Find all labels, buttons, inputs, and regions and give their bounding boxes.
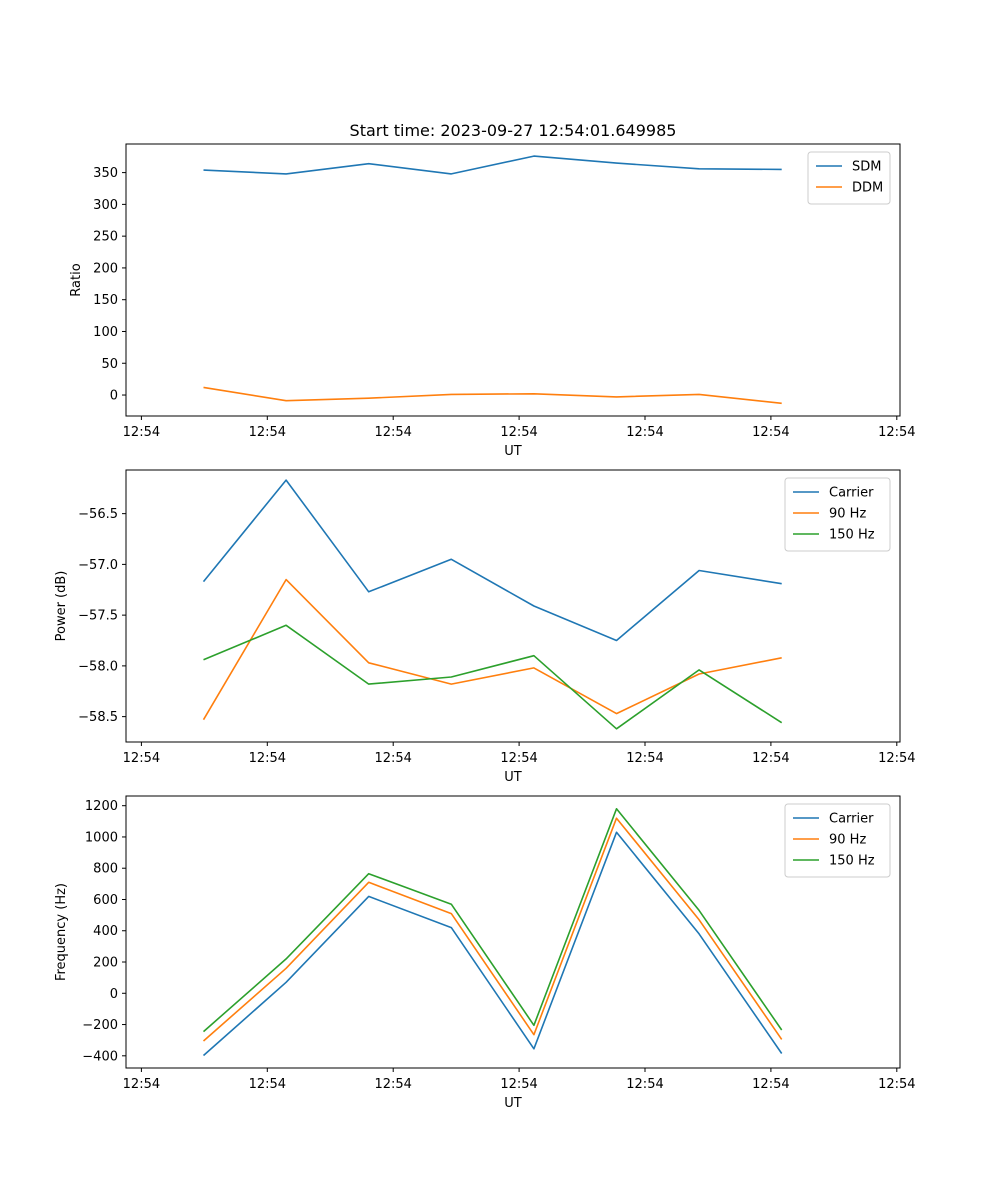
axes-frame [125,795,901,1069]
x-tick-label: 12:54 [878,751,915,766]
y-tick-label: −200 [82,1018,118,1033]
x-tick-label: 12:54 [123,1077,160,1092]
y-tick-label: 50 [101,357,118,372]
series-line-sdm [203,155,782,175]
legend-label: SDM [852,160,881,175]
x-tick-label: 12:54 [626,751,663,766]
legend: Carrier 90 Hz 150 Hz [784,803,891,878]
x-tick-label: 12:54 [878,425,915,440]
y-tick-label: 150 [93,293,118,308]
x-tick-label: 12:54 [500,425,537,440]
x-tick-label: 12:54 [249,751,286,766]
legend-label: 150 Hz [829,854,875,869]
plot-3: −400 −200 0 200 400 600 800 1000 1200 12:54 12:54 1… [54,795,916,1111]
y-tick-label: 800 [93,862,118,877]
y-tick-label: −57.5 [78,609,118,624]
series-line-ddm [203,386,782,405]
y-tick-label: 1000 [85,830,118,845]
legend: Carrier 90 Hz 150 Hz [784,477,891,552]
legend-label: Carrier [829,486,874,501]
y-tick-label: 0 [110,389,118,404]
x-axis-label: UT [504,770,522,785]
y-tick-label: 600 [93,893,118,908]
y-tick-label: 0 [110,987,118,1002]
x-tick-label: 12:54 [249,425,286,440]
y-axis-label: Frequency (Hz) [54,883,69,981]
x-tick-label: 12:54 [500,1077,537,1092]
plot-2: −58.5 −58.0 −57.5 −57.0 −56.5 12:54 12:54 12:54… [54,469,916,785]
plot-1: 0 50 100 150 200 250 300 350 12:54 12:54 12:54 12:5… [69,143,916,459]
x-tick-label: 12:54 [123,751,160,766]
y-tick-label: −57.0 [78,558,118,573]
y-tick-label: 200 [93,261,118,276]
y-tick-label: 300 [93,198,118,213]
legend-label: 90 Hz [829,507,866,522]
x-axis-label: UT [504,444,522,459]
x-tick-label: 12:54 [123,425,160,440]
x-tick-label: 12:54 [374,425,411,440]
x-tick-label: 12:54 [249,1077,286,1092]
y-axis-label: Ratio [69,263,84,296]
legend-box [807,151,891,205]
x-tick-label: 12:54 [626,1077,663,1092]
y-tick-label: −400 [82,1049,118,1064]
legend: SDM DDM [807,151,891,205]
figure-title: Start time: 2023-09-27 12:54:01.649985 [350,121,677,140]
legend-label: 90 Hz [829,833,866,848]
series-line-90-hz [202,817,783,1042]
y-tick-label: 1200 [85,799,118,814]
legend-label: 150 Hz [829,528,875,543]
x-tick-label: 12:54 [878,1077,915,1092]
y-tick-label: −58.0 [78,659,118,674]
y-tick-label: −58.5 [78,710,118,725]
legend-box [784,477,891,552]
x-axis-label: UT [504,1096,522,1111]
x-tick-label: 12:54 [500,751,537,766]
y-tick-label: 350 [93,166,118,181]
plots-container: 0 50 100 150 200 250 300 350 12:54 12:54 12:54 12:5… [54,143,916,1111]
y-tick-label: −56.5 [78,507,118,522]
y-tick-label: 200 [93,956,118,971]
legend-box [784,803,891,878]
x-tick-label: 12:54 [374,751,411,766]
series-line-carrier [202,479,782,642]
axes-frame [125,143,901,417]
x-tick-label: 12:54 [374,1077,411,1092]
x-tick-label: 12:54 [752,425,789,440]
y-axis-label: Power (dB) [54,571,69,642]
legend-label: DDM [852,181,883,196]
y-tick-label: 400 [93,924,118,939]
x-tick-label: 12:54 [752,1077,789,1092]
y-tick-label: 100 [93,325,118,340]
axes-frame [125,469,901,743]
x-tick-label: 12:54 [752,751,789,766]
y-tick-label: 250 [93,230,118,245]
legend-label: Carrier [829,812,874,827]
series-line-150-hz [203,624,783,730]
x-tick-label: 12:54 [626,425,663,440]
series-line-carrier [202,831,783,1057]
series-line-150-hz [202,807,783,1033]
